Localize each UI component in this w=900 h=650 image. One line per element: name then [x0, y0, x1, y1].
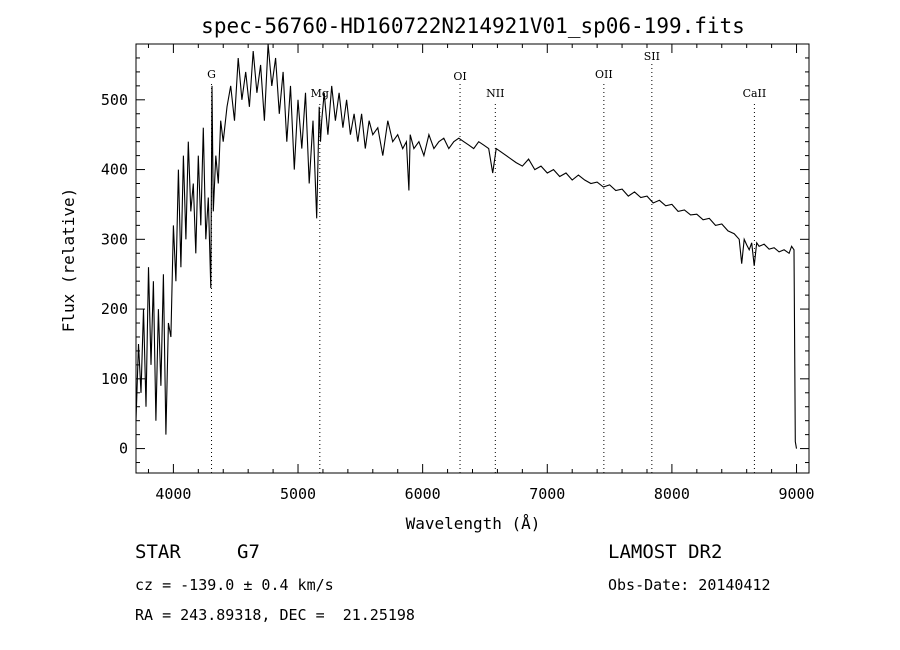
axis-ticks-layer: 4000 5000 6000 7000 8000 9000 0 100 200 300 400 500 — [101, 44, 815, 503]
object-subclass: G7 — [237, 541, 260, 563]
x-tick-label: 6000 — [405, 485, 441, 503]
spectral-line-label: Mg — [311, 87, 329, 100]
y-tick-label: 400 — [101, 161, 128, 179]
observation-date: Obs-Date: 20140412 — [608, 576, 771, 594]
y-tick-label: 0 — [119, 440, 128, 458]
survey-name: LAMOST DR2 — [608, 541, 723, 563]
x-tick-label: 7000 — [529, 485, 565, 503]
y-axis-label: Flux (relative) — [59, 188, 78, 333]
redshift-cz: cz = -139.0 ± 0.4 km/s — [135, 576, 334, 594]
ra-dec-coordinates: RA = 243.89318, DEC = 21.25198 — [135, 606, 415, 624]
spectral-line-label: NII — [486, 87, 504, 100]
spectral-line-label: G — [207, 68, 216, 81]
spectral-line-label: OII — [595, 68, 613, 81]
x-tick-label: 9000 — [778, 485, 814, 503]
spectral-line-label: OI — [453, 70, 466, 83]
chart-title: spec-56760-HD160722N214921V01_sp06-199.f… — [201, 14, 745, 38]
object-class: STAR — [135, 541, 181, 563]
flux-series-line — [135, 43, 798, 449]
y-tick-label: 100 — [101, 370, 128, 388]
spectral-lines-layer: G Mg OI NII OII SII CaII — [207, 50, 766, 473]
x-tick-label: 5000 — [280, 485, 316, 503]
y-tick-label: 500 — [101, 91, 128, 109]
y-tick-label: 200 — [101, 300, 128, 318]
spectral-line-label: CaII — [743, 87, 767, 100]
x-tick-label: 8000 — [654, 485, 690, 503]
y-tick-label: 300 — [101, 230, 128, 248]
spectral-line-label: SII — [644, 50, 660, 63]
x-tick-label: 4000 — [155, 485, 191, 503]
plot-frame — [135, 43, 810, 474]
x-axis-label: Wavelength (Å) — [406, 514, 541, 533]
